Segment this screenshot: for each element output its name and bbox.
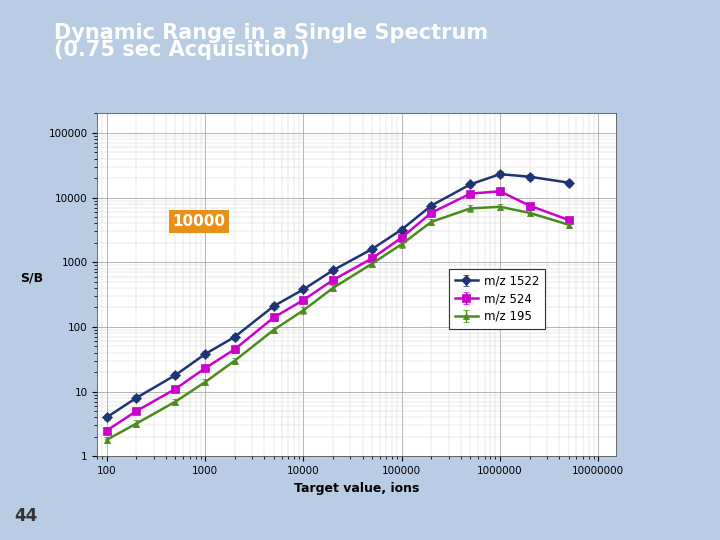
Text: 10000: 10000 bbox=[172, 214, 225, 229]
X-axis label: Target value, ions: Target value, ions bbox=[294, 482, 419, 495]
Text: Dynamic Range in a Single Spectrum: Dynamic Range in a Single Spectrum bbox=[54, 23, 488, 43]
Legend: m/z 1522, m/z 524, m/z 195: m/z 1522, m/z 524, m/z 195 bbox=[449, 268, 545, 329]
Y-axis label: S/B: S/B bbox=[20, 272, 43, 285]
Text: (0.75 sec Acquisition): (0.75 sec Acquisition) bbox=[54, 40, 310, 60]
Text: 44: 44 bbox=[14, 507, 37, 525]
